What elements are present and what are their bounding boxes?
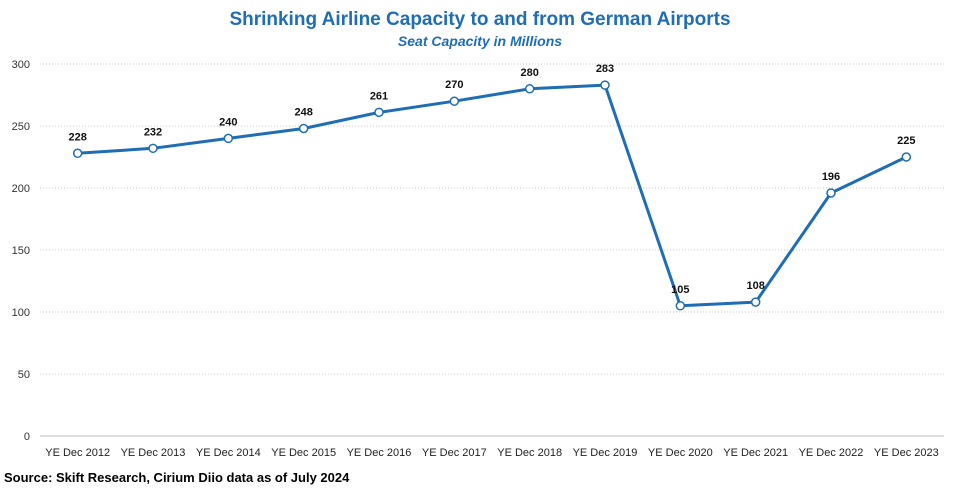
x-tick-label: YE Dec 2012 xyxy=(45,447,110,459)
x-tick-label: YE Dec 2021 xyxy=(723,447,788,459)
data-point xyxy=(298,123,309,134)
data-point xyxy=(223,133,234,144)
x-tick-label: YE Dec 2019 xyxy=(573,447,638,459)
series-line-0 xyxy=(77,83,907,308)
data-label: 196 xyxy=(822,171,840,183)
x-tick-label: YE Dec 2020 xyxy=(648,447,713,459)
y-tick-label: 50 xyxy=(18,369,30,381)
data-label: 270 xyxy=(445,79,463,91)
x-tick-label: YE Dec 2013 xyxy=(121,447,186,459)
data-point xyxy=(675,301,686,311)
data-labels: 228 232 240 248 261 270 280 283 105 108 196 225 xyxy=(68,63,915,296)
x-tick-label: YE Dec 2015 xyxy=(271,447,336,459)
x-tick-label: YE Dec 2014 xyxy=(196,447,261,459)
data-label: 108 xyxy=(746,280,764,292)
data-label: 225 xyxy=(897,135,915,147)
data-point xyxy=(449,96,460,106)
y-tick-label: 250 xyxy=(12,121,30,133)
data-point xyxy=(826,188,836,198)
data-label: 232 xyxy=(144,126,162,138)
y-tick-label: 150 xyxy=(12,245,30,257)
y-tick-label: 100 xyxy=(12,307,30,319)
data-label: 105 xyxy=(671,284,689,296)
data-point xyxy=(374,107,384,118)
y-tick-label: 300 xyxy=(12,59,30,71)
gridlines xyxy=(40,63,944,437)
series-layer xyxy=(77,83,907,308)
x-tick-label: YE Dec 2017 xyxy=(422,447,487,459)
data-point xyxy=(600,80,610,90)
source-note: Source: Skift Research, Cirium Diio data… xyxy=(4,470,350,485)
data-point xyxy=(148,143,158,154)
y-tick-label: 0 xyxy=(24,431,30,443)
data-label: 240 xyxy=(219,116,237,128)
x-tick-label: YE Dec 2023 xyxy=(874,447,939,459)
data-label: 228 xyxy=(68,131,86,143)
points-layer xyxy=(72,80,912,311)
data-label: 280 xyxy=(520,67,538,79)
data-label: 283 xyxy=(596,63,614,75)
data-point xyxy=(524,84,535,94)
data-label: 248 xyxy=(294,106,312,118)
chart-subtitle: Seat Capacity in Millions xyxy=(397,33,563,49)
data-point xyxy=(901,152,912,162)
x-tick-label: YE Dec 2022 xyxy=(799,447,864,459)
data-point xyxy=(750,297,761,307)
y-axis-ticks: 0 50 100 150 200 250 300 xyxy=(12,59,30,443)
x-tick-label: YE Dec 2016 xyxy=(347,447,412,459)
data-point xyxy=(72,148,83,159)
data-label: 261 xyxy=(370,90,388,102)
y-tick-label: 200 xyxy=(12,183,30,195)
x-tick-label: YE Dec 2018 xyxy=(497,447,562,459)
x-axis-ticks: YE Dec 2012 YE Dec 2013 YE Dec 2014 YE Dec … xyxy=(45,447,938,459)
chart-title: Shrinking Airline Capacity to and from G… xyxy=(229,9,731,30)
